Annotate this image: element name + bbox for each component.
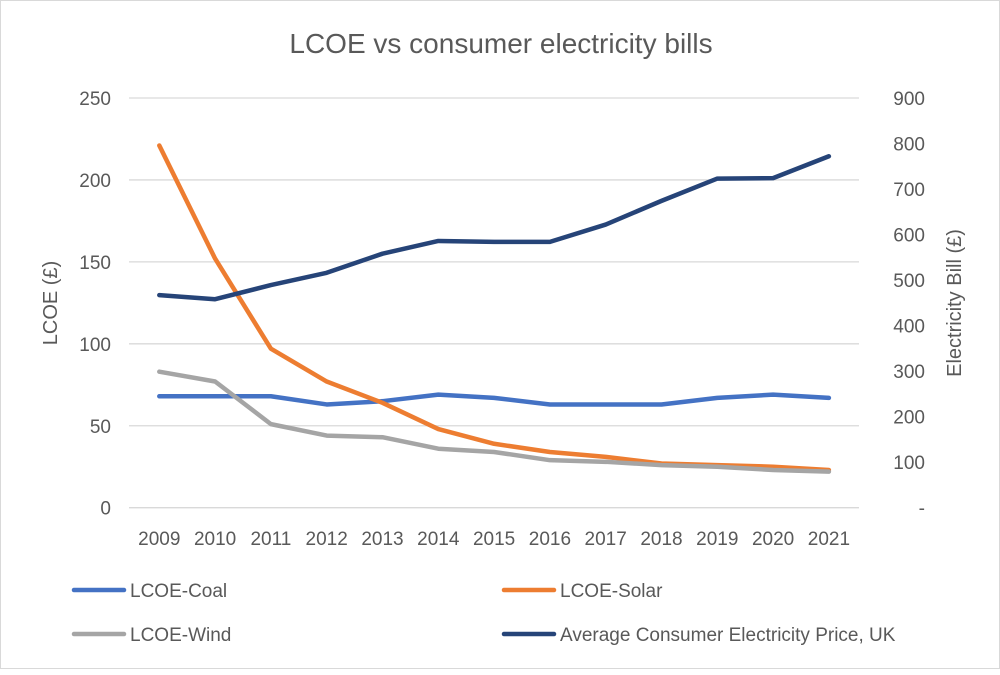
y2-tick-label: 800 bbox=[893, 135, 925, 156]
y2-tick-label: 700 bbox=[893, 180, 925, 201]
x-tick-label: 2014 bbox=[417, 529, 460, 550]
y-axis-label: LCOE (£) bbox=[40, 261, 62, 345]
y2-tick-label: 500 bbox=[893, 271, 925, 292]
y2-tick-label: 600 bbox=[893, 226, 925, 247]
x-tick-label: 2017 bbox=[585, 529, 627, 550]
y-tick-label: 200 bbox=[79, 171, 111, 192]
x-tick-label: 2015 bbox=[473, 529, 515, 550]
x-tick-label: 2018 bbox=[640, 529, 682, 550]
x-tick-label: 2012 bbox=[306, 529, 348, 550]
y2-tick-label: 200 bbox=[893, 408, 925, 429]
legend-label: LCOE-Wind bbox=[130, 625, 231, 646]
x-tick-label: 2016 bbox=[529, 529, 571, 550]
legend-label: Average Consumer Electricity Price, UK bbox=[560, 625, 896, 646]
series-line-average-consumer-electricity-price-uk bbox=[157, 154, 832, 302]
y2-axis-label: Electricity Bill (£) bbox=[944, 229, 966, 377]
y-tick-label: 0 bbox=[100, 499, 111, 520]
series-line-lcoe-coal bbox=[157, 392, 832, 407]
x-tick-label: 2010 bbox=[194, 529, 236, 550]
y-tick-label: 100 bbox=[79, 335, 111, 356]
x-tick-label: 2009 bbox=[138, 529, 180, 550]
x-tick-label: 2021 bbox=[808, 529, 850, 550]
chart-title: LCOE vs consumer electricity bills bbox=[289, 28, 712, 59]
x-tick-label: 2013 bbox=[361, 529, 403, 550]
series-line-lcoe-solar bbox=[157, 143, 832, 473]
y-tick-label: 150 bbox=[79, 253, 111, 274]
y-tick-label: 50 bbox=[90, 417, 111, 438]
y-tick-label: 250 bbox=[79, 89, 111, 110]
y2-tick-label: 400 bbox=[893, 317, 925, 338]
legend-label: LCOE-Solar bbox=[560, 581, 663, 602]
y2-tick-label: 900 bbox=[893, 89, 925, 110]
x-tick-label: 2019 bbox=[696, 529, 738, 550]
x-tick-label: 2011 bbox=[250, 529, 291, 550]
y2-tick-label: - bbox=[919, 499, 925, 520]
x-tick-label: 2020 bbox=[752, 529, 794, 550]
y2-tick-label: 300 bbox=[893, 362, 925, 383]
legend-label: LCOE-Coal bbox=[130, 581, 227, 602]
y2-tick-label: 100 bbox=[893, 453, 925, 474]
series-line-lcoe-wind bbox=[157, 369, 832, 474]
